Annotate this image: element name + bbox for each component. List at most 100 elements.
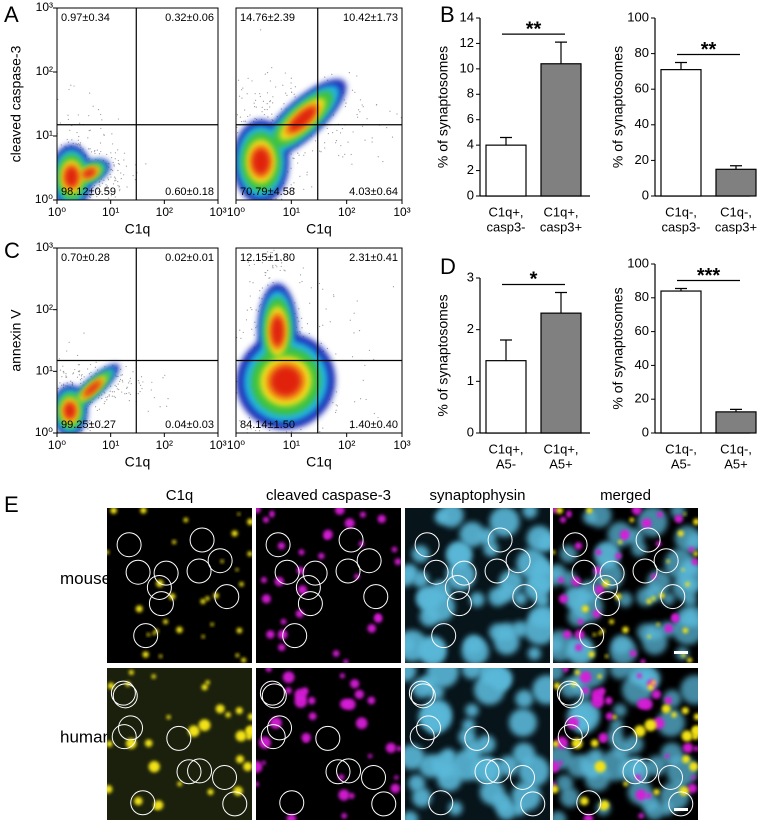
event-dot xyxy=(47,350,48,351)
event-dot xyxy=(66,243,67,244)
event-dot xyxy=(254,106,256,108)
event-dot xyxy=(33,459,34,460)
signal-blob xyxy=(140,508,147,514)
y-tick-label: 100 xyxy=(627,255,649,270)
y-tick-label: 10⁰ xyxy=(35,425,53,439)
event-dot xyxy=(126,387,128,389)
event-dot xyxy=(272,267,274,269)
event-dot xyxy=(271,67,273,69)
event-dot xyxy=(391,136,394,138)
event-dot xyxy=(299,332,301,334)
density-layer xyxy=(64,403,76,419)
event-dot xyxy=(285,92,287,94)
signal-blob xyxy=(343,659,349,663)
signal-blob xyxy=(533,559,550,577)
event-dot xyxy=(281,262,283,264)
y-tick-label: 1 xyxy=(467,373,474,388)
roi-circle xyxy=(558,683,584,709)
event-dot xyxy=(129,377,132,379)
event-dot xyxy=(82,148,84,150)
event-dot xyxy=(48,397,49,398)
event-dot xyxy=(101,397,103,400)
event-dot xyxy=(243,120,245,122)
event-dot xyxy=(290,77,292,79)
roi-circle xyxy=(423,559,449,585)
event-dot xyxy=(258,224,259,225)
event-dot xyxy=(117,162,120,165)
event-dot xyxy=(71,434,72,435)
event-dot xyxy=(55,367,56,368)
event-dot xyxy=(67,236,68,237)
event-dot xyxy=(70,380,72,382)
event-dot xyxy=(96,149,98,151)
event-dot xyxy=(306,171,308,173)
event-dot xyxy=(44,181,45,182)
y-tick-label: 0 xyxy=(642,424,649,439)
event-dot xyxy=(265,219,266,220)
event-dot xyxy=(18,375,19,376)
signal-blob xyxy=(635,789,647,801)
event-dot xyxy=(35,384,36,385)
event-dot xyxy=(304,152,306,154)
event-dot xyxy=(51,169,52,170)
y-tick-label: 0 xyxy=(467,424,474,439)
event-dot xyxy=(76,354,79,357)
x-tick-label: 10² xyxy=(156,438,173,452)
event-dot xyxy=(61,384,63,386)
signal-blob xyxy=(644,719,657,732)
event-dot xyxy=(242,331,244,334)
event-dot xyxy=(84,481,85,482)
event-dot xyxy=(67,442,68,443)
y-axis-label: cleaved caspase-3 xyxy=(8,45,24,162)
event-dot xyxy=(31,207,32,208)
event-dot xyxy=(231,77,232,78)
event-dot xyxy=(117,184,119,187)
event-dot xyxy=(16,384,17,385)
event-dot xyxy=(219,254,220,255)
event-dot xyxy=(25,394,26,395)
event-dot xyxy=(288,235,289,236)
signal-blob xyxy=(235,568,239,572)
signal-blob xyxy=(604,696,613,705)
event-dot xyxy=(66,382,68,384)
event-dot xyxy=(253,102,255,104)
event-dot xyxy=(44,399,45,400)
event-dot xyxy=(275,86,277,88)
x-tick-label: C1q+, xyxy=(488,441,523,456)
event-dot xyxy=(283,253,285,255)
event-dot xyxy=(73,85,75,87)
event-dot xyxy=(47,144,48,145)
event-dot xyxy=(97,193,99,196)
signal-blob xyxy=(682,627,689,634)
event-dot xyxy=(55,399,56,400)
signal-blob xyxy=(553,785,559,794)
event-dot xyxy=(273,249,275,251)
signal-blob xyxy=(245,725,252,737)
event-dot xyxy=(88,373,91,375)
event-dot xyxy=(140,384,142,386)
event-dot xyxy=(103,403,105,405)
quadrant-label: 0.70±0.28 xyxy=(61,252,110,264)
event-dot xyxy=(244,120,247,122)
roi-circle xyxy=(579,623,605,649)
event-dot xyxy=(319,430,321,433)
event-dot xyxy=(255,429,257,432)
event-dot xyxy=(267,116,269,118)
event-dot xyxy=(58,358,60,360)
roi-circle xyxy=(335,558,361,584)
event-dot xyxy=(120,374,122,376)
event-dot xyxy=(36,84,37,85)
event-dot xyxy=(301,317,303,319)
roi-circle xyxy=(212,764,238,790)
event-dot xyxy=(267,256,269,258)
signal-blob xyxy=(151,674,156,679)
y-tick-label: 10² xyxy=(36,302,53,316)
event-dot xyxy=(63,384,65,386)
event-dot xyxy=(59,382,61,384)
event-dot xyxy=(123,159,125,161)
bar xyxy=(485,144,527,197)
event-dot xyxy=(269,100,272,102)
signal-blob xyxy=(419,636,446,662)
event-dot xyxy=(140,376,143,378)
event-dot xyxy=(236,114,239,116)
